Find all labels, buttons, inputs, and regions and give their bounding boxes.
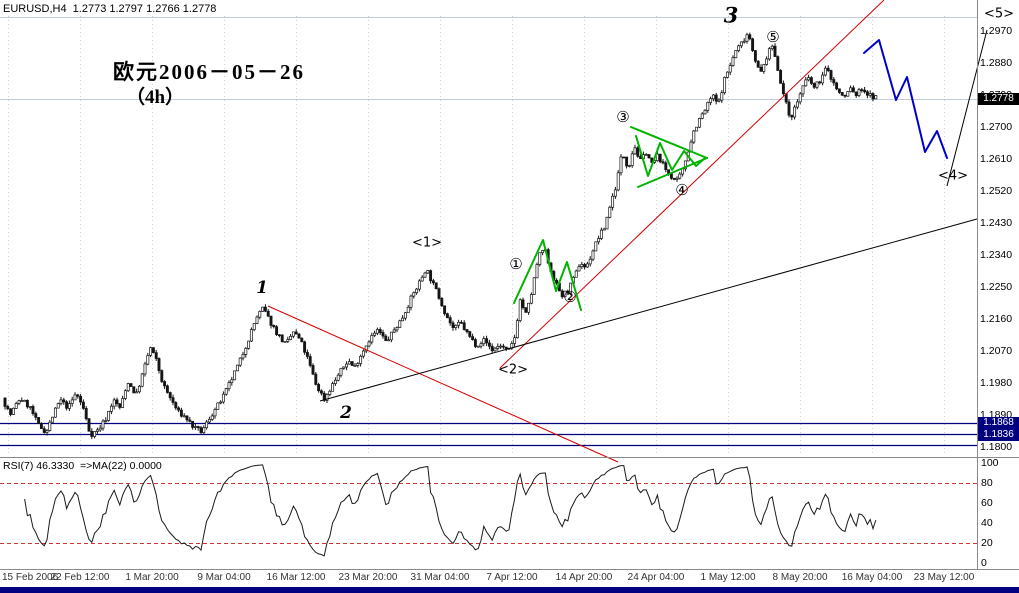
rsi-indicator-label: RSI(7) 46.3330 =>MA(22) 0.0000 [3, 460, 162, 472]
support-level-badge-1: 1.1868 [978, 417, 1019, 429]
chart-annotation-title: 欧元2006－05－26 [113, 60, 305, 84]
symbol-ohlc-label: EURUSD,H4 1.2773 1.2797 1.2766 1.2778 [3, 3, 217, 15]
current-price-badge: 1.2778 [978, 93, 1019, 105]
chart-annotation-subtitle: （4h） [126, 87, 185, 108]
support-level-badge-2: 1.1836 [978, 429, 1019, 441]
taskbar-strip [0, 587, 1019, 593]
